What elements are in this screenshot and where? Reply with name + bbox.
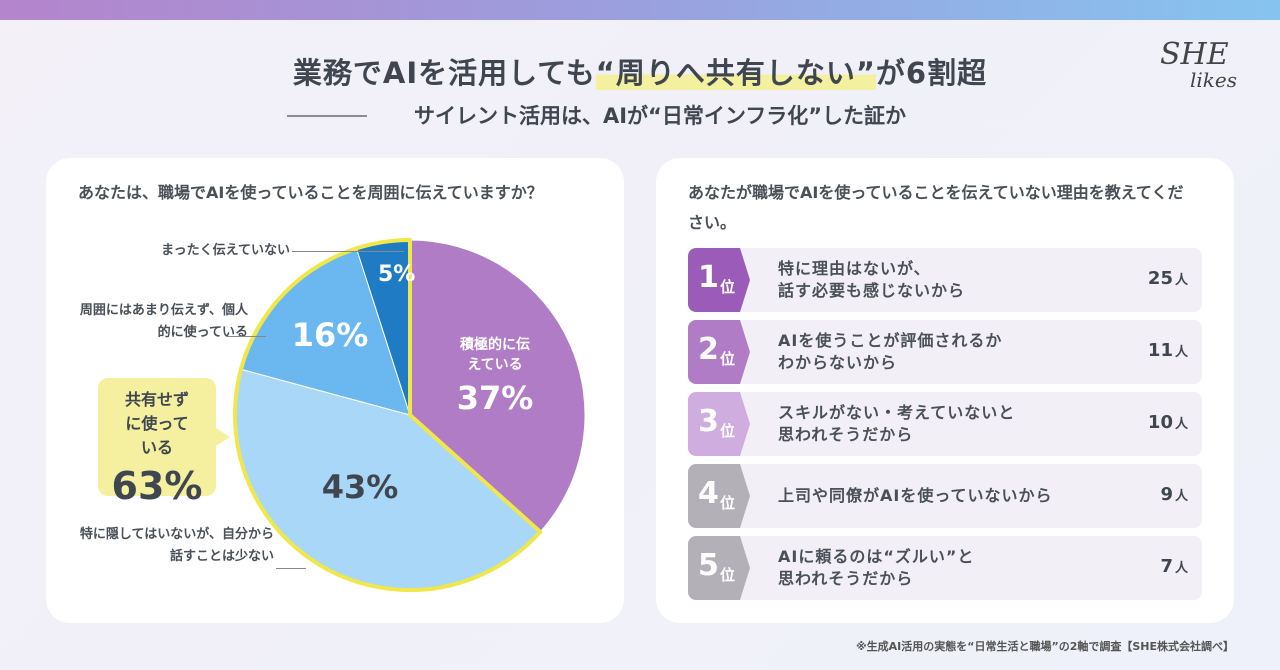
- slice-label-never: 5%: [378, 262, 416, 287]
- reason-text: スキルがない・考えていないと 思われそうだから: [778, 403, 1016, 444]
- respondent-count: 25 人: [1147, 268, 1188, 289]
- page-title: 業務でAIを活用しても“周りへ共有しない”が6割超: [292, 56, 988, 90]
- label-never: まったく伝えていない: [161, 243, 290, 258]
- slice-label-active: 積極的に伝えている 37%: [456, 337, 534, 417]
- respondent-count: 11 人: [1147, 340, 1188, 361]
- slice-active: [409, 239, 586, 533]
- decorative-banner: [0, 0, 1280, 20]
- respondent-count: 10 人: [1147, 412, 1188, 433]
- page-subtitle: サイレント活用は、AIが“日常インフラ化”した証か: [413, 104, 907, 128]
- reason-text: AIを使うことが評価されるか わからないから: [778, 331, 1003, 372]
- she-likes-logo: SHE likes: [1160, 37, 1238, 92]
- reason-text: 特に理由はないが、 話す必要も感じないから: [778, 259, 966, 300]
- footnote: ※生成AI活用の実態を“日常生活と職場”の2軸で調査【SHE株式会社調べ】: [855, 640, 1234, 653]
- reason-text: 上司や同僚がAIを使っていないから: [778, 486, 1053, 505]
- reason-text: AIに頼るのは“ズルい”と 思われそうだから: [778, 547, 975, 588]
- callout-bubble: 共有せずに使っている 63%: [98, 378, 230, 508]
- label-private: 周囲にはあまり伝えず、個人的に使っている: [79, 303, 248, 340]
- non-shared-outline: [233, 238, 543, 592]
- divider: [287, 115, 367, 117]
- slice-label-rarely: 43%: [321, 468, 399, 506]
- slice-label-private: 16%: [291, 316, 369, 354]
- ranking-question: あなたが職場でAIを使っていることを伝えていない理由を教えてください。: [688, 183, 1184, 232]
- pie-question: あなたは、職場でAIを使っていることを周囲に伝えていますか？: [78, 183, 543, 202]
- label-rarely: 特に隠してはいないが、自分から話すことは少ない: [79, 527, 274, 564]
